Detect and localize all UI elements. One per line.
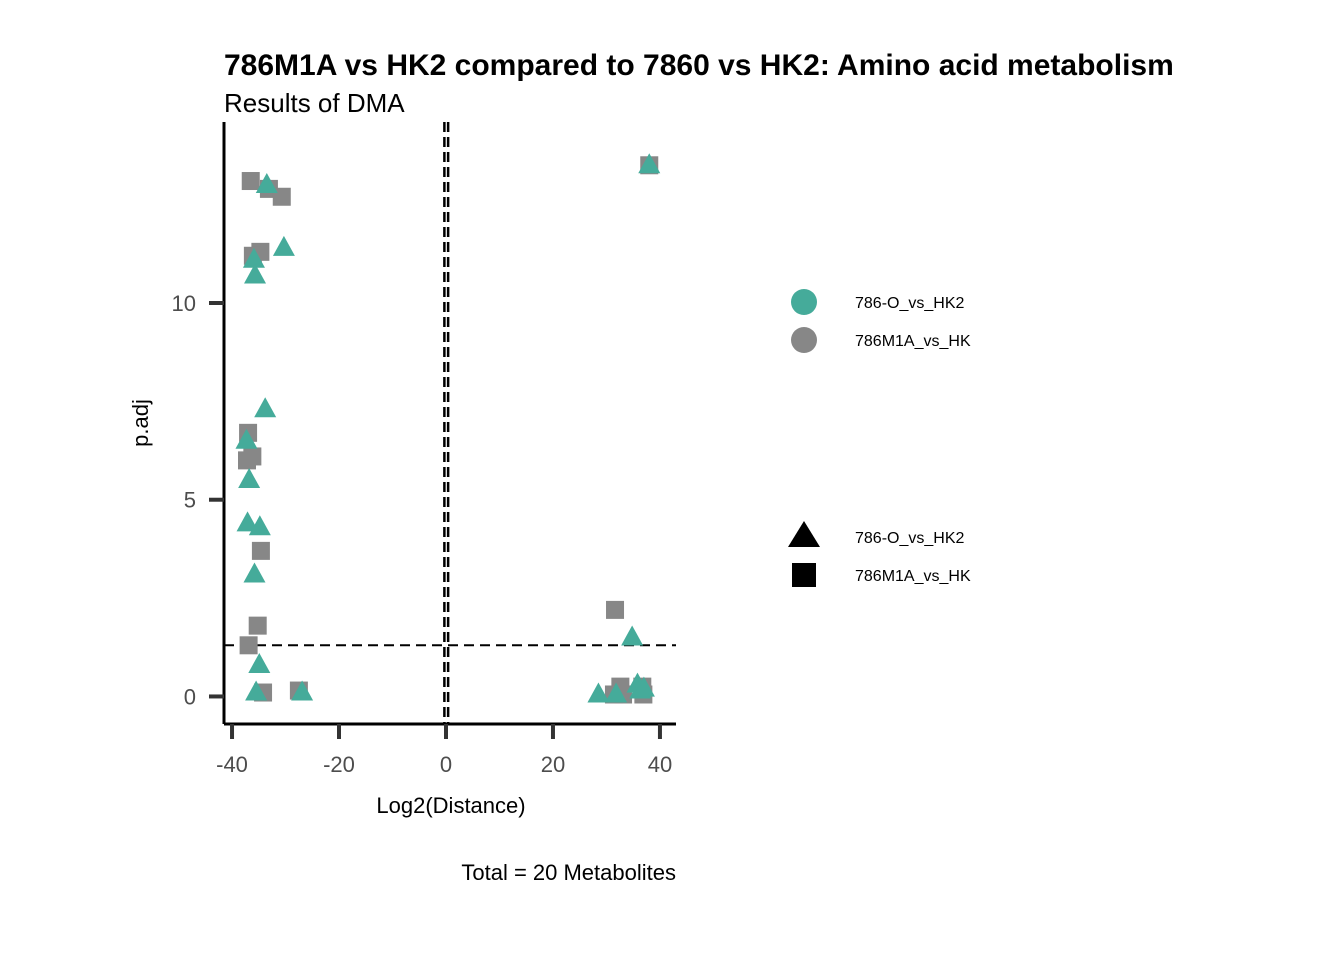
x-tick-label: 40 (648, 752, 672, 777)
triangle-point (632, 676, 655, 697)
chart-subtitle: Results of DMA (224, 88, 405, 118)
legend-color-label-1: 786-O_vs_HK2 (855, 295, 964, 312)
square-point (238, 451, 257, 470)
triangle-point (638, 153, 661, 174)
x-tick-label: 0 (440, 752, 452, 777)
square-point (606, 600, 625, 619)
x-tick-label: -20 (323, 752, 355, 777)
x-axis-title: Log2(Distance) (376, 793, 525, 818)
triangle-point (254, 397, 277, 418)
triangle-point (272, 235, 295, 256)
x-tick-label: 20 (541, 752, 565, 777)
square-point (251, 541, 270, 560)
triangle-point (244, 263, 267, 284)
y-tick-label: 5 (184, 488, 196, 513)
y-tick-label: 0 (184, 684, 196, 709)
chart-caption: Total = 20 Metabolites (461, 860, 676, 885)
triangle-point (587, 682, 610, 703)
triangle-point (235, 428, 258, 449)
square-point (239, 636, 258, 655)
legend-shape-key-square (792, 563, 816, 587)
triangle-point (245, 680, 268, 701)
triangle-point (248, 652, 271, 673)
y-axis-ticks: 0 5 10 (172, 291, 224, 709)
chart-title: 786M1A vs HK2 compared to 7860 vs HK2: A… (224, 49, 1174, 82)
square-point (248, 616, 267, 635)
triangle-point (243, 562, 266, 583)
x-axis-ticks: -40 -20 0 20 40 (216, 724, 672, 777)
legend-color-key-1 (791, 289, 817, 315)
x-tick-label: -40 (216, 752, 248, 777)
legend-color-label-2: 786M1A_vs_HK (855, 333, 971, 350)
triangle-point (238, 468, 261, 489)
legend: 786-O_vs_HK2 786M1A_vs_HK 786-O_vs_HK2 7… (788, 289, 971, 587)
triangle-point (291, 680, 314, 701)
triangle-point (255, 172, 278, 193)
reference-lines (224, 122, 676, 724)
triangle-point (236, 511, 259, 532)
square-point (241, 172, 260, 191)
triangle-point (605, 682, 628, 703)
triangle-point (621, 625, 644, 646)
triangle-point (248, 515, 271, 536)
legend-shape-label-1: 786-O_vs_HK2 (855, 530, 964, 547)
y-axis-title: p.adj (128, 399, 153, 447)
y-tick-label: 10 (172, 291, 196, 316)
legend-shape-label-2: 786M1A_vs_HK (855, 568, 971, 585)
legend-shape-key-triangle (788, 521, 820, 547)
data-points (235, 153, 661, 704)
legend-color-key-2 (791, 327, 817, 353)
triangle-point (242, 247, 265, 268)
